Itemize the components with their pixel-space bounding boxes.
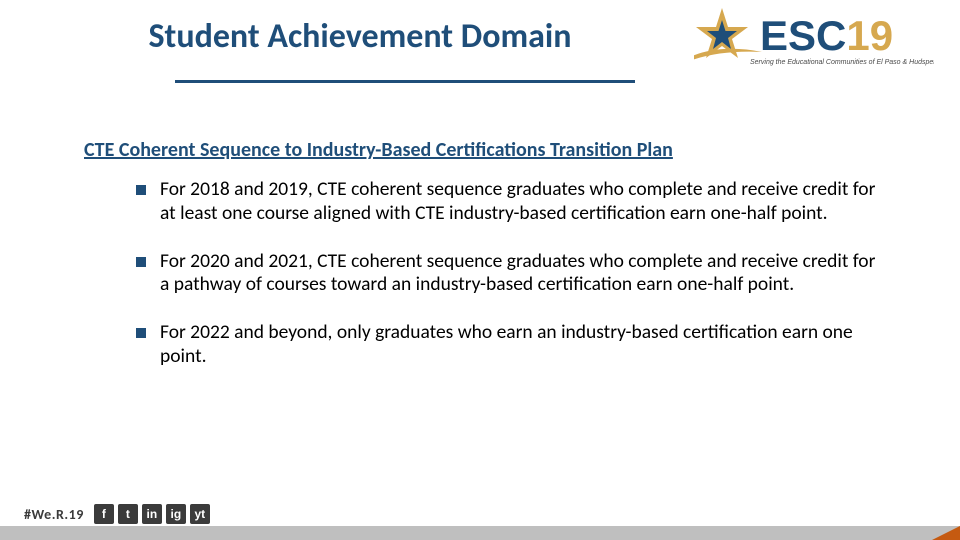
bullet-marker-icon	[136, 185, 146, 195]
logo-text-num: 19	[846, 12, 893, 59]
linkedin-icon: in	[142, 504, 162, 524]
bullet-list: For 2018 and 2019, CTE coherent sequence…	[136, 178, 880, 393]
twitter-icon: t	[118, 504, 138, 524]
footer-bar	[0, 526, 960, 540]
bullet-marker-icon	[136, 328, 146, 338]
title-underline	[175, 80, 635, 83]
footer-accent	[932, 526, 960, 540]
youtube-icon: yt	[190, 504, 210, 524]
esc19-logo: ESC19 Serving the Educational Communitie…	[694, 2, 934, 88]
logo-tagline: Serving the Educational Communities of E…	[750, 59, 934, 66]
slide: Student Achievement Domain ESC19 Serving…	[0, 0, 960, 540]
bullet-text: For 2018 and 2019, CTE coherent sequence…	[160, 178, 880, 226]
social-strip: #We.R.19 f t in ig yt	[24, 502, 210, 526]
list-item: For 2022 and beyond, only graduates who …	[136, 321, 880, 369]
hashtag-label: #We.R.19	[24, 506, 84, 523]
list-item: For 2018 and 2019, CTE coherent sequence…	[136, 178, 880, 226]
logo-text-main: ESC	[760, 12, 846, 59]
instagram-icon: ig	[166, 504, 186, 524]
bullet-marker-icon	[136, 257, 146, 267]
list-item: For 2020 and 2021, CTE coherent sequence…	[136, 250, 880, 298]
bullet-text: For 2020 and 2021, CTE coherent sequence…	[160, 250, 880, 298]
section-subtitle: CTE Coherent Sequence to Industry-Based …	[84, 138, 673, 162]
facebook-icon: f	[94, 504, 114, 524]
bullet-text: For 2022 and beyond, only graduates who …	[160, 321, 880, 369]
logo-text: ESC19	[760, 12, 893, 59]
